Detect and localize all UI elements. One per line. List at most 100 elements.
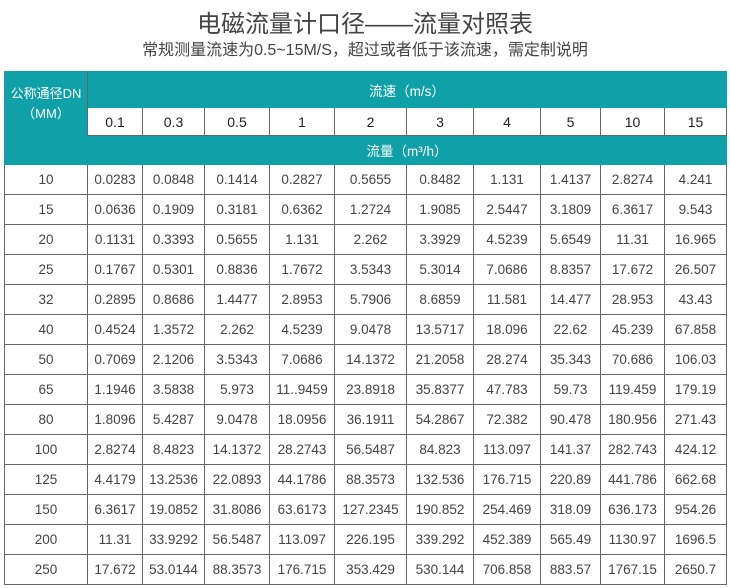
- flow-cell: 2.8953: [269, 284, 335, 315]
- flow-cell: 90.478: [540, 404, 601, 435]
- dn-cell: 15: [4, 194, 88, 225]
- velocity-cell: 10: [600, 107, 665, 136]
- flow-cell: 0.0283: [87, 164, 143, 195]
- flow-cell: 424.12: [663, 434, 728, 465]
- flow-cell: 636.173: [600, 494, 665, 525]
- flow-cell: 141.37: [540, 434, 601, 465]
- flow-cell: 28.2743: [269, 434, 335, 465]
- flow-cell: 1.131: [269, 224, 335, 255]
- dn-header-spacer: [4, 135, 88, 165]
- flow-cell: 26.507: [663, 254, 728, 285]
- flow-cell: 2.262: [334, 224, 407, 255]
- dn-header: 公称通径DN （MM）: [4, 71, 88, 136]
- velocity-cell: 2: [334, 107, 407, 136]
- flow-cell: 0.1131: [87, 224, 143, 255]
- flow-cell: 47.783: [473, 374, 541, 405]
- table-row: 150 6.3617 19.0852 31.8086 63.6173 127.2345 19…: [4, 494, 728, 525]
- flow-cell: 106.03: [663, 344, 728, 375]
- flow-cell: 88.3573: [334, 464, 407, 495]
- flow-cell: 44.1786: [269, 464, 335, 495]
- table-row: 32 0.2895 0.8686 1.4477 2.8953 5.7906 8.6859 11…: [4, 284, 728, 315]
- flow-cell: 2.8274: [87, 434, 143, 465]
- flow-cell: 132.536: [406, 464, 474, 495]
- table-row: 125 4.4179 13.2536 22.0893 44.1786 88.3573 132…: [4, 464, 728, 495]
- flow-cell: 2.1206: [142, 344, 205, 375]
- flow-cell: 36.1911: [334, 404, 407, 435]
- flow-cell: 14.1372: [204, 434, 270, 465]
- flow-cell: 0.8482: [406, 164, 474, 195]
- flow-cell: 0.0848: [142, 164, 205, 195]
- flow-cell: 43.43: [663, 284, 728, 315]
- dn-cell: 50: [4, 344, 88, 375]
- flow-cell: 176.715: [269, 554, 335, 585]
- flow-cell: 22.0893: [204, 464, 270, 495]
- flow-cell: 16.965: [663, 224, 728, 255]
- flow-cell: 33.9292: [142, 524, 205, 555]
- flow-cell: 3.3929: [406, 224, 474, 255]
- dn-cell: 20: [4, 224, 88, 255]
- table-row: 40 0.4524 1.3572 2.262 4.5239 9.0478 13.5717 18…: [4, 314, 728, 345]
- flow-cell: 4.4179: [87, 464, 143, 495]
- flow-cell: 1.4137: [540, 164, 601, 195]
- flow-cell: 13.2536: [142, 464, 205, 495]
- flow-cell: 4.241: [663, 164, 728, 195]
- flow-cell: 23.8918: [334, 374, 407, 405]
- velocity-header: 流速（m/s）: [86, 71, 728, 108]
- table-row: 65 1.1946 3.5838 5.973 11..9459 23.8918 35.837…: [4, 374, 728, 405]
- table-row: 100 2.8274 8.4823 14.1372 28.2743 56.5487 84.8…: [4, 434, 728, 465]
- dn-cell: 32: [4, 284, 88, 315]
- flow-cell: 3.1809: [540, 194, 601, 225]
- dn-cell: 200: [4, 524, 88, 555]
- flow-cell: 18.096: [473, 314, 541, 345]
- dn-cell: 25: [4, 254, 88, 285]
- dn-cell: 40: [4, 314, 88, 345]
- flow-cell: 88.3573: [204, 554, 270, 585]
- table-row: 25 0.1767 0.5301 0.8836 1.7672 3.5343 5.3014 7.…: [4, 254, 728, 285]
- flow-cell: 0.2895: [87, 284, 143, 315]
- dn-cell: 100: [4, 434, 88, 465]
- flow-cell: 56.5487: [334, 434, 407, 465]
- flow-cell: 67.858: [663, 314, 728, 345]
- dn-header-line1: 公称通径DN: [10, 85, 82, 101]
- page-title: 电磁流量计口径——流量对照表: [197, 11, 533, 38]
- flow-cell: 0.2827: [269, 164, 335, 195]
- flow-cell: 0.8686: [142, 284, 205, 315]
- flow-cell: 0.3393: [142, 224, 205, 255]
- flow-cell: 70.686: [600, 344, 665, 375]
- flow-cell: 1.7672: [269, 254, 335, 285]
- flow-cell: 6.3617: [87, 494, 143, 525]
- flow-cell: 54.2867: [406, 404, 474, 435]
- table-row: 250 17.672 53.0144 88.3573 176.715 353.429 530…: [4, 554, 728, 585]
- flow-cell: 28.953: [600, 284, 665, 315]
- flow-cell: 1.2724: [334, 194, 407, 225]
- flow-cell: 72.382: [473, 404, 541, 435]
- velocity-cell: 1: [269, 107, 335, 136]
- flow-cell: 11.31: [87, 524, 143, 555]
- flow-cell: 6.3617: [600, 194, 665, 225]
- flow-cell: 31.8086: [204, 494, 270, 525]
- flow-cell: 3.5343: [204, 344, 270, 375]
- flow-cell: 226.195: [334, 524, 407, 555]
- flow-cell: 530.144: [406, 554, 474, 585]
- flow-cell: 113.097: [473, 434, 541, 465]
- flow-cell: 14.1372: [334, 344, 407, 375]
- flow-cell: 3.5838: [142, 374, 205, 405]
- flow-cell: 53.0144: [142, 554, 205, 585]
- flow-cell: 441.786: [600, 464, 665, 495]
- flow-cell: 353.429: [334, 554, 407, 585]
- flow-cell: 1.3572: [142, 314, 205, 345]
- flow-cell: 565.49: [540, 524, 601, 555]
- flow-cell: 9.0478: [334, 314, 407, 345]
- flow-cell: 14.477: [540, 284, 601, 315]
- flow-cell: 452.389: [473, 524, 541, 555]
- flow-cell: 56.5487: [204, 524, 270, 555]
- flow-cell: 59.73: [540, 374, 601, 405]
- flow-cell: 9.543: [663, 194, 728, 225]
- flow-cell: 4.5239: [473, 224, 541, 255]
- flow-cell: 11.31: [600, 224, 665, 255]
- flow-cell: 1767.15: [600, 554, 665, 585]
- flow-cell: 1130.97: [600, 524, 665, 555]
- flow-cell: 339.292: [406, 524, 474, 555]
- velocity-cell: 15: [663, 107, 728, 136]
- flow-cell: 0.1767: [87, 254, 143, 285]
